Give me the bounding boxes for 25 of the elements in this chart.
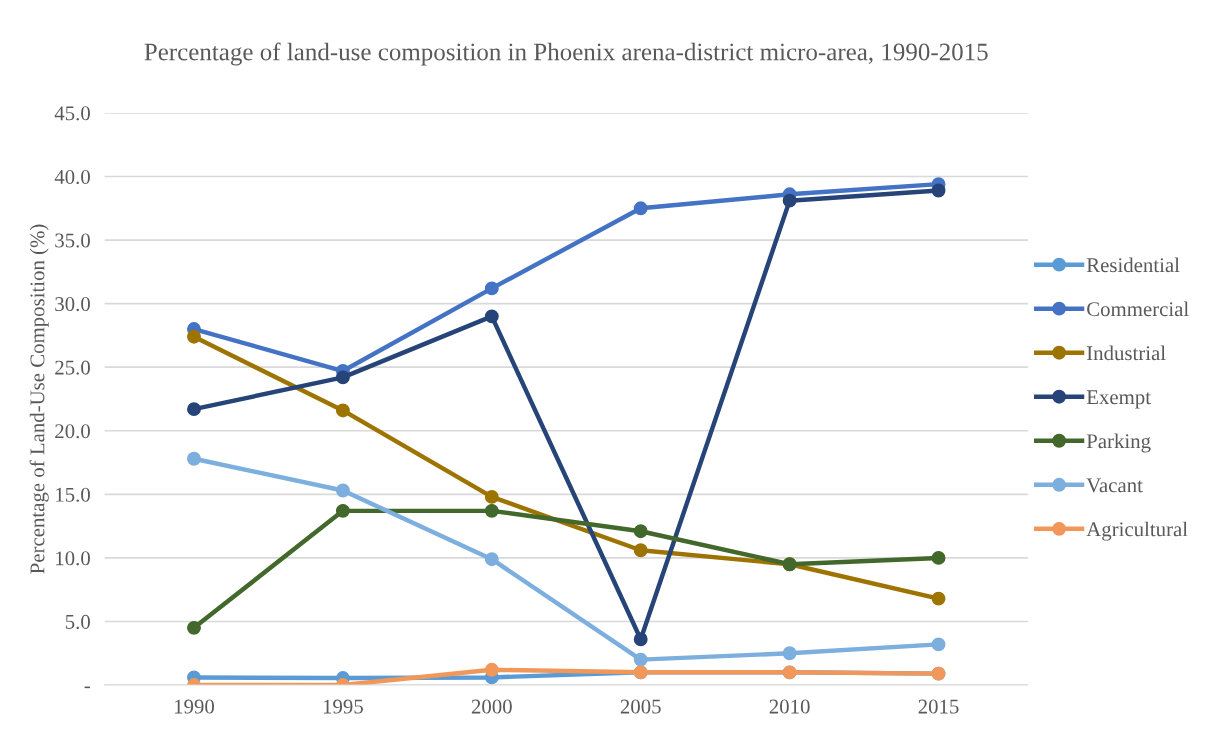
chart-title: Percentage of land-use composition in Phoenix arena-district micro-area, 1990-2015 — [144, 42, 988, 66]
legend-label: Exempt — [1086, 390, 1151, 409]
legend-label: Residential — [1086, 257, 1180, 273]
y-tick-label: 25.0 — [55, 360, 90, 375]
y-tick-label: - — [84, 686, 90, 689]
legend-label: Industrial — [1086, 345, 1166, 361]
y-axis-title: Percentage of Land-Use Composition (%) — [29, 224, 49, 574]
y-tick-label: 20.0 — [55, 424, 90, 439]
y-tick-label: 45.0 — [54, 106, 90, 121]
x-tick-label: 2015 — [918, 699, 959, 714]
y-tick-label: 5.0 — [65, 614, 90, 629]
y-tick-label: 15.0 — [56, 487, 90, 502]
x-tick-label: 2010 — [769, 699, 810, 714]
legend-label: Vacant — [1086, 478, 1143, 493]
y-tick-label: 40.0 — [54, 169, 90, 185]
x-tick-label: 1990 — [174, 699, 215, 714]
legend-label: Agricultural — [1086, 521, 1188, 541]
legend-label: Parking — [1086, 433, 1151, 453]
x-tick-label: 1995 — [323, 699, 363, 714]
y-tick-label: 30.0 — [55, 297, 90, 312]
x-tick-label: 2000 — [471, 699, 512, 714]
y-tick-label: 10.0 — [56, 551, 90, 566]
x-tick-label: 2005 — [620, 699, 661, 714]
y-tick-label: 35.0 — [55, 233, 90, 248]
legend-label: Commercial — [1087, 301, 1189, 317]
